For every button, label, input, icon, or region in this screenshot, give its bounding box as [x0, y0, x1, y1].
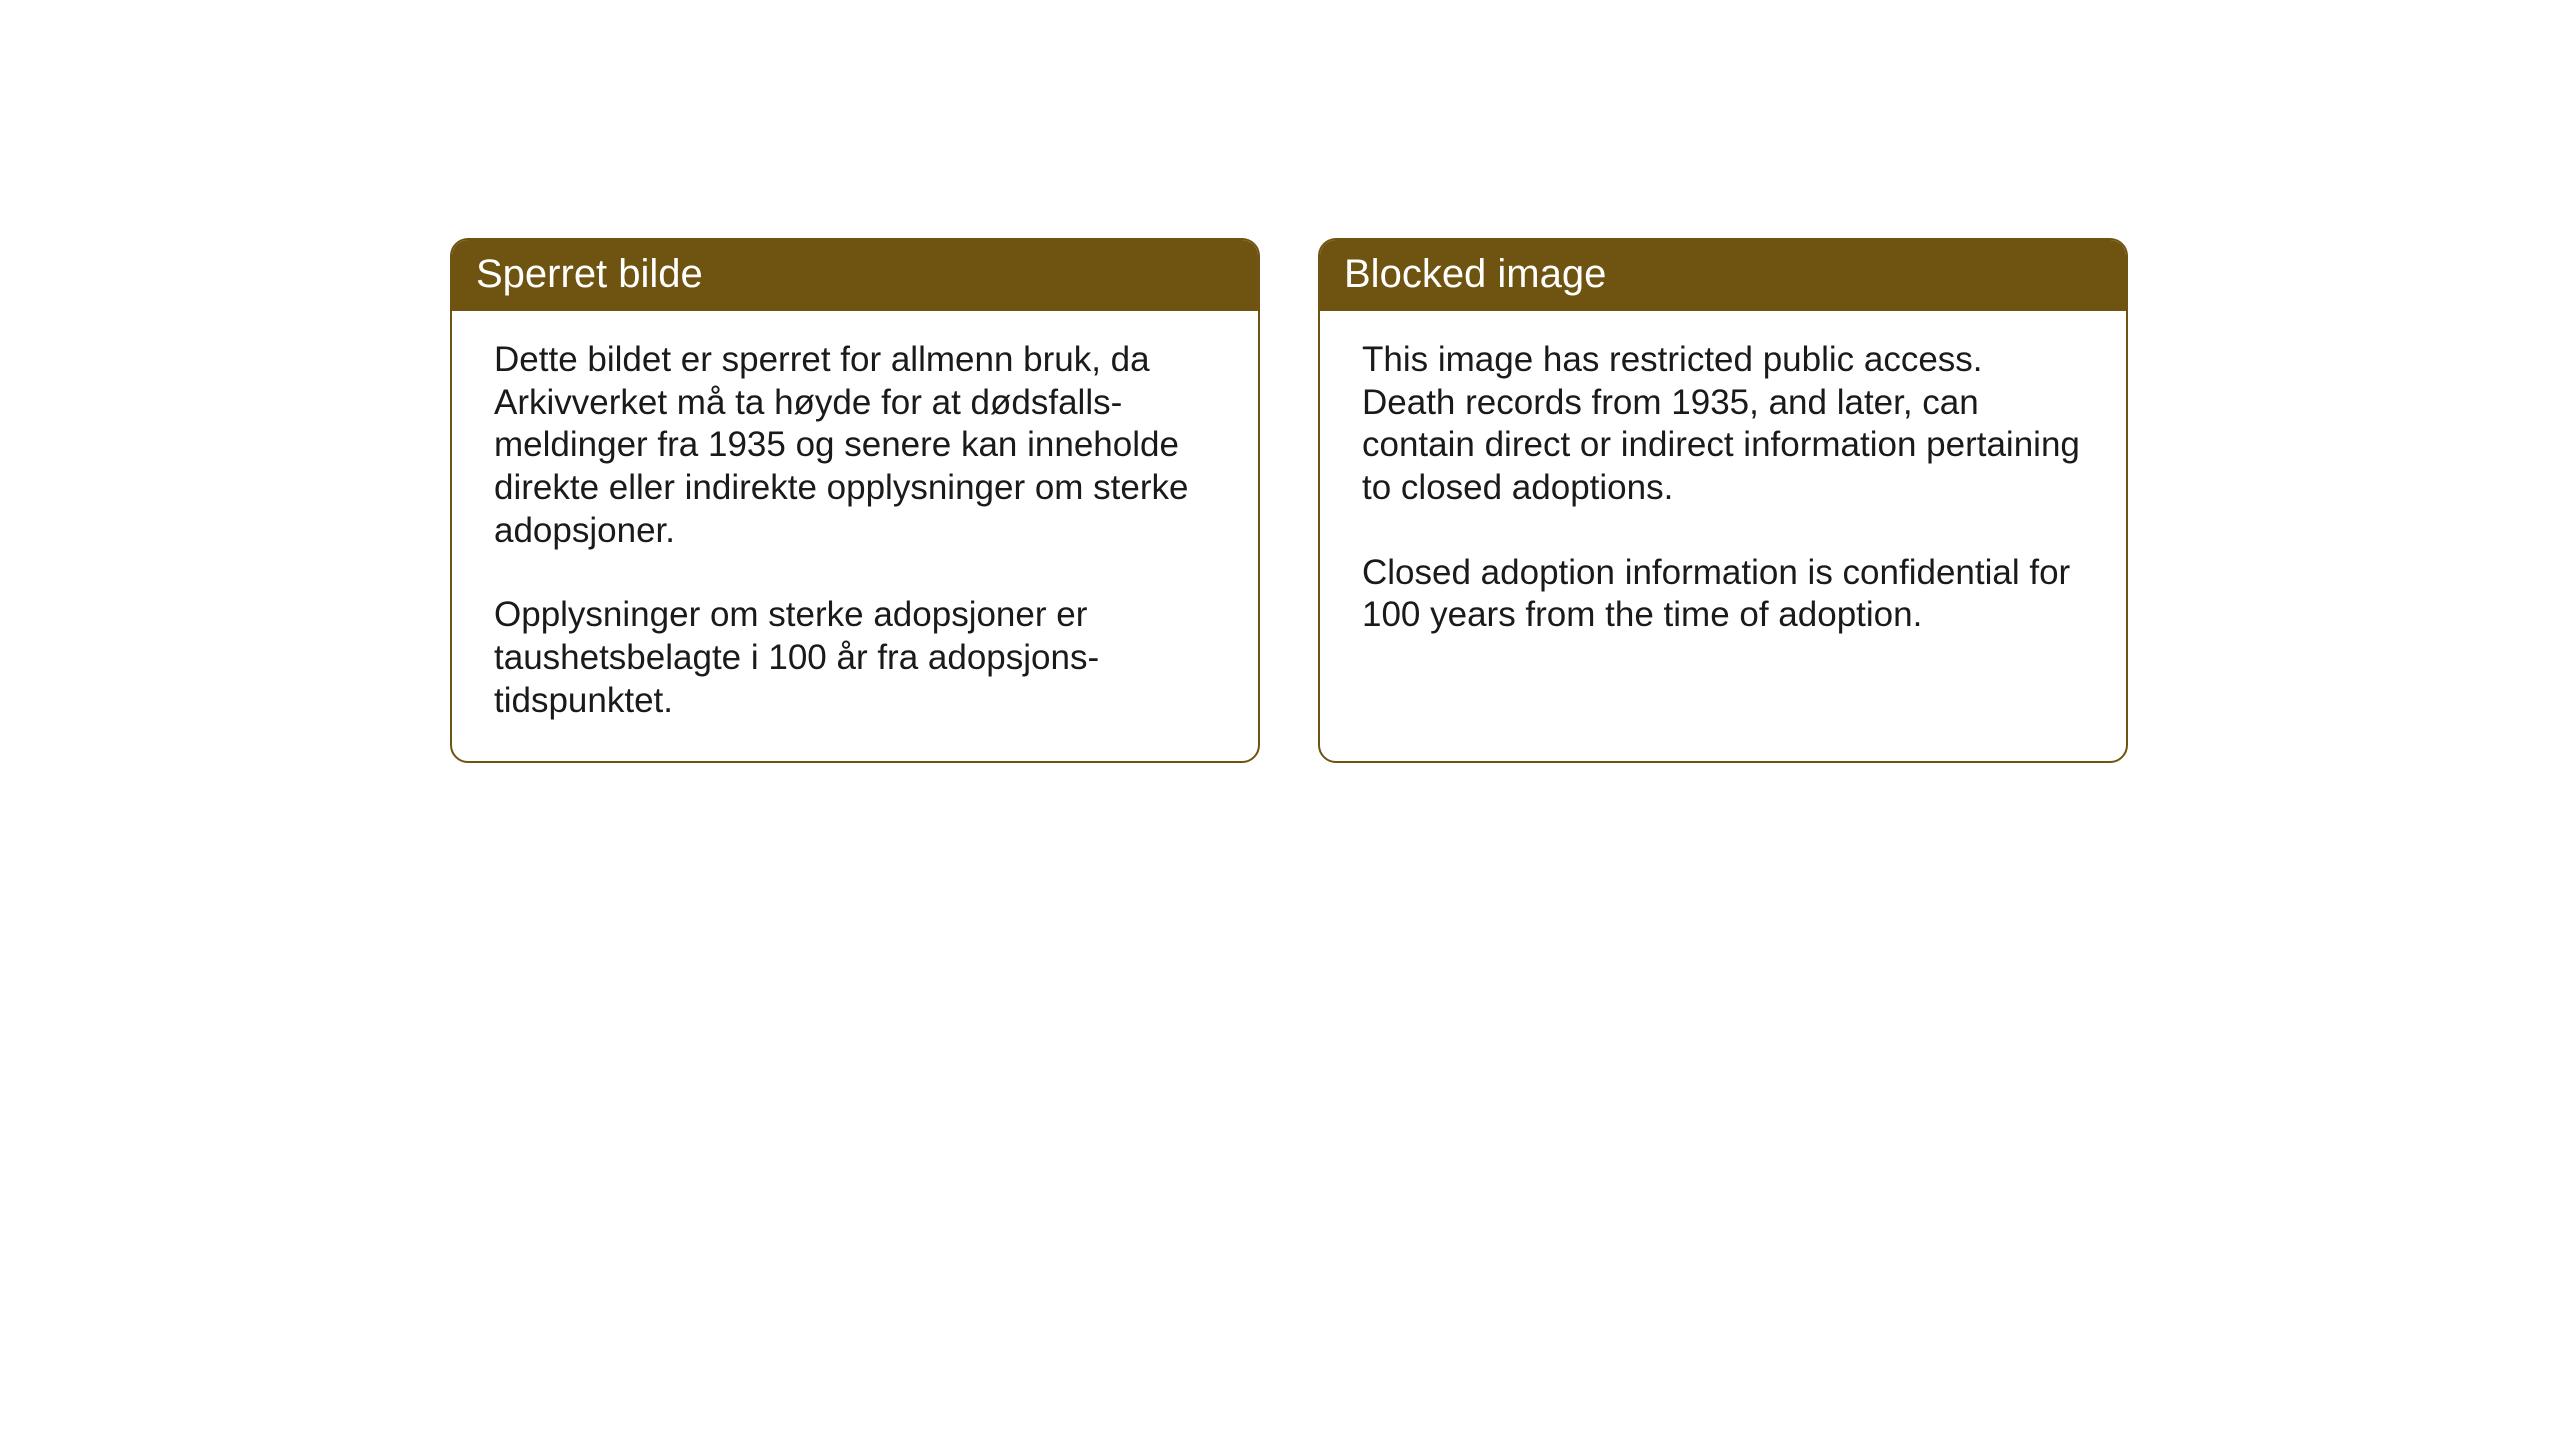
card-header-norwegian: Sperret bilde [452, 240, 1258, 311]
card-paragraph-1-english: This image has restricted public access.… [1362, 339, 2084, 510]
cards-container: Sperret bilde Dette bildet er sperret fo… [450, 238, 2128, 763]
card-english: Blocked image This image has restricted … [1318, 238, 2128, 763]
card-body-english: This image has restricted public access.… [1320, 311, 2126, 675]
card-header-english: Blocked image [1320, 240, 2126, 311]
card-body-norwegian: Dette bildet er sperret for allmenn bruk… [452, 311, 1258, 761]
card-norwegian: Sperret bilde Dette bildet er sperret fo… [450, 238, 1260, 763]
card-paragraph-2-english: Closed adoption information is confident… [1362, 552, 2084, 637]
card-paragraph-2-norwegian: Opplysninger om sterke adopsjoner er tau… [494, 594, 1216, 722]
card-paragraph-1-norwegian: Dette bildet er sperret for allmenn bruk… [494, 339, 1216, 552]
